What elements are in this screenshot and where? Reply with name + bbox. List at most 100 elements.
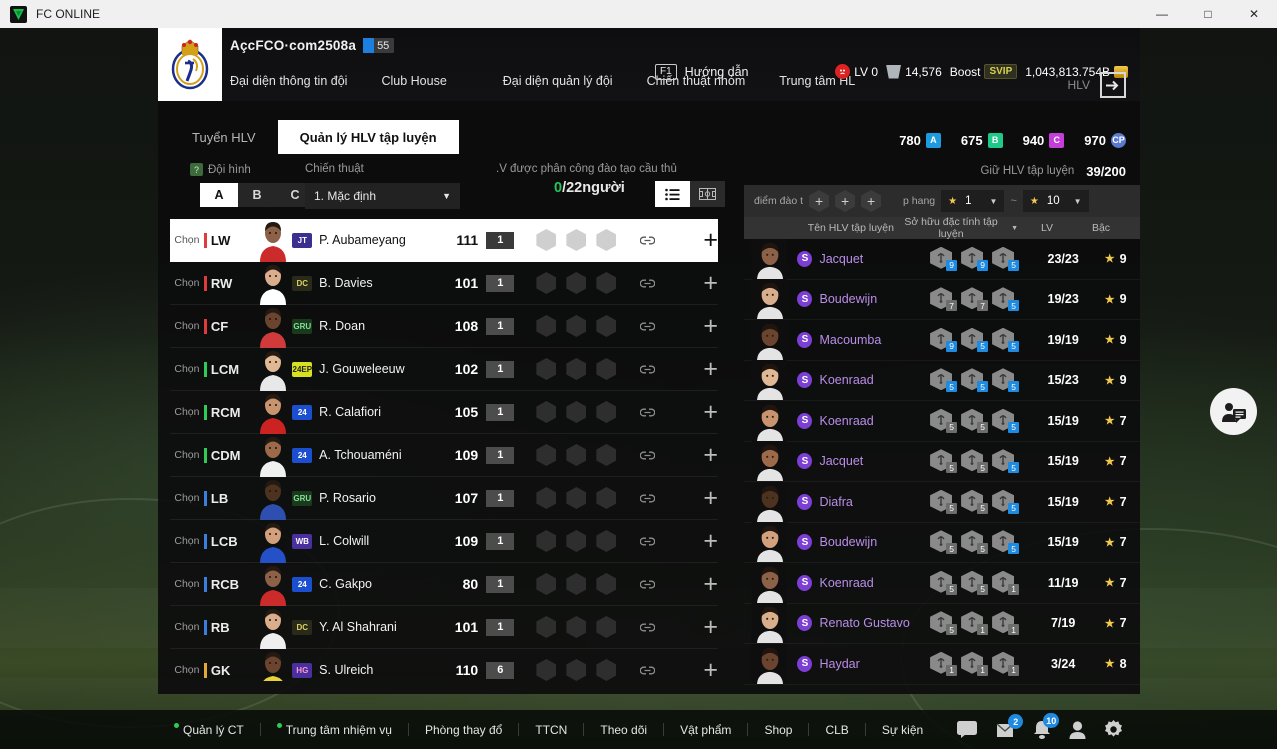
coach-slot[interactable] [596, 229, 617, 251]
link-icon[interactable] [640, 623, 656, 632]
coach-row[interactable]: S Haydar 1 1 1 3/24 ★ 8 [744, 643, 1140, 685]
player-choose-label[interactable]: Chọn [174, 234, 200, 246]
link-icon[interactable] [640, 236, 656, 245]
rank-min-dropdown[interactable]: ★ 1 ▼ [941, 190, 1005, 212]
coach-list[interactable]: S Jacquet 9 9 5 23/23 ★ 9 S Boudewijn 7 7 5 19/23 ★ 9 S M… [744, 239, 1140, 687]
link-icon[interactable] [640, 537, 656, 546]
coach-slot[interactable] [596, 272, 617, 294]
player-add-button[interactable]: + [703, 397, 718, 426]
bottom-nav-item-5[interactable]: Vật phẩm [664, 723, 747, 737]
coach-slot[interactable] [536, 401, 557, 423]
player-row[interactable]: Chọn LB GRU P. Rosario 107 1 + [170, 477, 718, 520]
coach-slot[interactable] [596, 315, 617, 337]
link-icon[interactable] [640, 408, 656, 417]
player-choose-label[interactable]: Chọn [174, 320, 200, 332]
player-choose-label[interactable]: Chọn [174, 363, 200, 375]
player-row[interactable]: Chọn LW JT P. Aubameyang 111 1 + [170, 219, 718, 262]
nav-item-training-center[interactable]: Trung tâm HL [779, 74, 856, 88]
player-add-button[interactable]: + [703, 612, 718, 641]
rank-max-dropdown[interactable]: ★ 10 ▼ [1022, 190, 1089, 212]
formation-option-b[interactable]: B [238, 183, 276, 207]
mail-icon[interactable]: 2 [995, 714, 1024, 738]
player-add-button[interactable]: + [703, 354, 718, 383]
player-choose-label[interactable]: Chọn [174, 535, 200, 547]
link-icon[interactable] [640, 322, 656, 331]
coach-row[interactable]: S Renato Gustavo 5 1 1 7/19 ★ 7 [744, 603, 1140, 644]
pitch-view-icon[interactable] [690, 181, 725, 207]
coach-slot[interactable] [566, 401, 587, 423]
coach-slot[interactable] [566, 315, 587, 337]
player-add-button[interactable]: + [703, 440, 718, 469]
player-choose-label[interactable]: Chọn [174, 492, 200, 504]
coach-row[interactable]: S Jacquet 5 5 5 15/19 ★ 7 [744, 441, 1140, 482]
link-icon[interactable] [640, 666, 656, 675]
nav-item-group-tactics[interactable]: Chiến thuật nhóm [646, 74, 746, 88]
coach-slot[interactable] [566, 573, 587, 595]
coach-slot[interactable] [566, 616, 587, 638]
link-icon[interactable] [640, 279, 656, 288]
player-row[interactable]: Chọn RW DC B. Davies 101 1 + [170, 262, 718, 305]
bottom-nav-item-7[interactable]: CLB [809, 723, 864, 737]
coach-slot[interactable] [596, 487, 617, 509]
tactic-dropdown[interactable]: 1. Mặc định ▼ [305, 183, 460, 209]
player-row[interactable]: Chọn LCM 24EP J. Gouweleeuw 102 1 + [170, 348, 718, 391]
nav-item-club-house[interactable]: Club House [381, 74, 447, 88]
bottom-nav-item-6[interactable]: Shop [748, 723, 808, 737]
player-choose-label[interactable]: Chọn [174, 277, 200, 289]
filter-add-button-1[interactable]: + [809, 190, 830, 212]
coach-slot[interactable] [566, 358, 587, 380]
player-row[interactable]: Chọn LCB WB L. Colwill 109 1 + [170, 520, 718, 563]
bottom-nav-item-4[interactable]: Theo dõi [584, 723, 663, 737]
minimize-button[interactable]: — [1156, 7, 1168, 21]
player-choose-label[interactable]: Chọn [174, 406, 200, 418]
nav-item-team-management[interactable]: Đại diện quản lý đội [502, 74, 613, 88]
close-button[interactable]: ✕ [1248, 7, 1260, 21]
coach-slot[interactable] [566, 272, 587, 294]
maximize-button[interactable]: □ [1204, 7, 1212, 21]
formation-option-a[interactable]: A [200, 183, 238, 207]
coach-slot[interactable] [596, 659, 617, 681]
player-row[interactable]: Chọn RCM 24 R. Calafiori 105 1 + [170, 391, 718, 434]
coach-slot[interactable] [596, 616, 617, 638]
filter-add-button-2[interactable]: + [835, 190, 856, 212]
player-add-button[interactable]: + [703, 655, 718, 681]
coach-row[interactable]: S Koenraad 5 5 5 15/19 ★ 7 [744, 400, 1140, 442]
coach-row[interactable]: S Koenraad 5 5 5 15/23 ★ 9 [744, 360, 1140, 401]
list-view-icon[interactable] [655, 181, 690, 207]
coach-row[interactable]: S Diafra 5 5 5 15/19 ★ 7 [744, 481, 1140, 523]
coach-slot[interactable] [566, 229, 587, 251]
bottom-nav-item-0[interactable]: Quản lý CT [158, 722, 260, 737]
tab-manage-training-coach[interactable]: Quản lý HLV tập luyện [277, 120, 459, 154]
coach-slot[interactable] [536, 659, 557, 681]
player-row[interactable]: Chọn GK HG S. Ulreich 110 6 + [170, 649, 718, 681]
link-icon[interactable] [640, 451, 656, 460]
coach-slot[interactable] [596, 444, 617, 466]
coach-row[interactable]: S Boudewijn 5 5 5 15/19 ★ 7 [744, 522, 1140, 563]
bell-icon[interactable]: 10 [1033, 713, 1060, 739]
player-add-button[interactable]: + [703, 526, 718, 555]
player-add-button[interactable]: + [703, 225, 718, 254]
coach-slot[interactable] [566, 444, 587, 466]
player-add-button[interactable]: + [703, 483, 718, 512]
player-choose-label[interactable]: Chọn [174, 664, 200, 676]
coach-slot[interactable] [596, 401, 617, 423]
coach-row[interactable]: S Jacquet 9 9 5 23/23 ★ 9 [744, 239, 1140, 280]
player-list[interactable]: Chọn LW JT P. Aubameyang 111 1 + Chọn RW DC B. Dav… [170, 219, 718, 681]
player-choose-label[interactable]: Chọn [174, 578, 200, 590]
coach-slot[interactable] [536, 444, 557, 466]
player-choose-label[interactable]: Chọn [174, 621, 200, 633]
coach-slot[interactable] [566, 659, 587, 681]
bottom-nav-item-2[interactable]: Phòng thay đổ [409, 723, 518, 737]
player-choose-label[interactable]: Chọn [174, 449, 200, 461]
player-add-button[interactable]: + [703, 268, 718, 297]
coach-slot[interactable] [566, 487, 587, 509]
coach-slot[interactable] [536, 229, 557, 251]
bottom-nav-item-3[interactable]: TTCN [519, 723, 583, 737]
coach-slot[interactable] [536, 272, 557, 294]
help-icon[interactable]: ? [190, 163, 203, 176]
player-row[interactable]: Chọn RB DC Y. Al Shahrani 101 1 + [170, 606, 718, 649]
player-row[interactable]: Chọn CF GRU R. Doan 108 1 + [170, 305, 718, 348]
coach-row[interactable]: S Koenraad 5 5 1 11/19 ★ 7 [744, 562, 1140, 604]
chat-icon[interactable] [957, 721, 978, 738]
coach-slot[interactable] [536, 530, 557, 552]
